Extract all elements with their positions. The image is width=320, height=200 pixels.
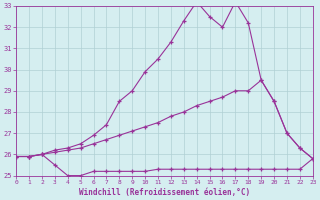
X-axis label: Windchill (Refroidissement éolien,°C): Windchill (Refroidissement éolien,°C) bbox=[79, 188, 250, 197]
